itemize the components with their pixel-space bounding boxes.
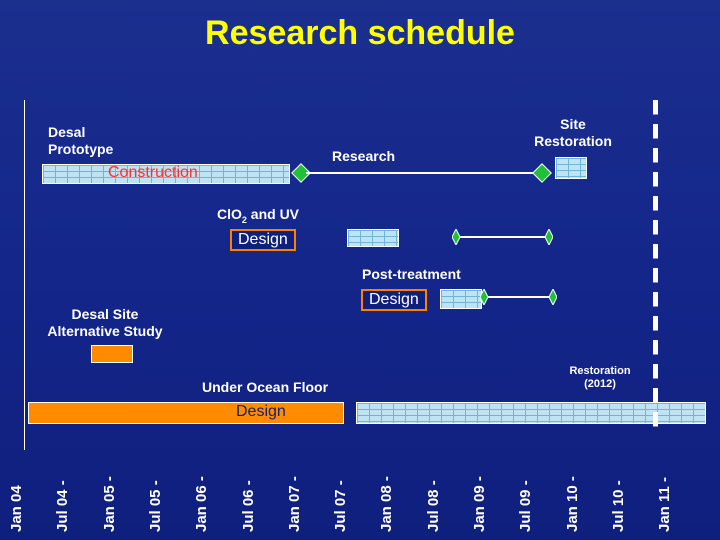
clo2-research-bar (347, 229, 399, 247)
timeline-tick-label: Jan 09 - (471, 476, 488, 532)
restoration-2012-label: Restoration (2012) (569, 365, 631, 390)
clo2-uv-label: ClO2 and UV (217, 206, 300, 225)
desal-site-label: Desal Site Alternative Study (47, 306, 163, 339)
post-treatment-line (488, 296, 550, 298)
timeline-tick-label: Jan 06 - (193, 476, 211, 532)
clo2-line (460, 236, 546, 238)
post-treatment-design-box: Design (361, 289, 427, 311)
page-title: Research schedule (205, 14, 515, 52)
timeline-tick-label: Jul 10 - (609, 480, 627, 532)
timeline-tick-label: Jul 04 - (54, 480, 72, 532)
post-treatment-label: Post-treatment (362, 266, 461, 282)
current-date-marker-top (653, 100, 658, 105)
timeline-tick-label: Jul 09 - (517, 480, 535, 532)
clo2-end-milestone (545, 229, 553, 245)
clo2-start-milestone (452, 229, 460, 245)
research-label: Research (332, 148, 396, 164)
desal-site-study-bar (91, 345, 133, 363)
under-ocean-design-label: Design (236, 403, 286, 420)
construction-label: Construction (108, 164, 198, 181)
timeline-tick-label: Jul 08 - (424, 480, 442, 532)
post-treatment-research-bar (440, 289, 482, 309)
site-restoration-bar (555, 157, 587, 179)
construction-bar (42, 164, 290, 184)
current-date-marker (653, 100, 658, 430)
site-restoration-label: Site Restoration (534, 116, 612, 149)
timeline-tick-label: Jan 07 - (285, 476, 303, 532)
research-end-milestone (532, 163, 552, 183)
research-line (306, 172, 538, 174)
under-ocean-design-bar (28, 402, 344, 424)
timeline-tick-label: Jul 05 - (146, 480, 164, 532)
post-treatment-end-milestone (549, 289, 557, 305)
desal-prototype-label: Desal Prototype (48, 124, 114, 157)
timeline-tick-label: Jan 05 - (100, 476, 118, 532)
timeline-tick-label: Jan 11 - (656, 476, 674, 532)
timeline-tick-label: Jul 06 - (239, 480, 257, 532)
under-ocean-floor-label: Under Ocean Floor (202, 379, 329, 395)
timeline-tick-label: Jan 10 - (563, 476, 581, 532)
timeline-tick-label: Jul 07 - (332, 480, 350, 532)
timeline-tick-label: Jan 04 (8, 485, 25, 532)
timeline-axis (24, 100, 25, 450)
under-ocean-research-bar (356, 402, 706, 424)
timeline-tick-label: Jan 08 - (378, 476, 396, 532)
post-treatment-start-milestone (480, 289, 488, 305)
clo2-design-box: Design (230, 229, 296, 251)
